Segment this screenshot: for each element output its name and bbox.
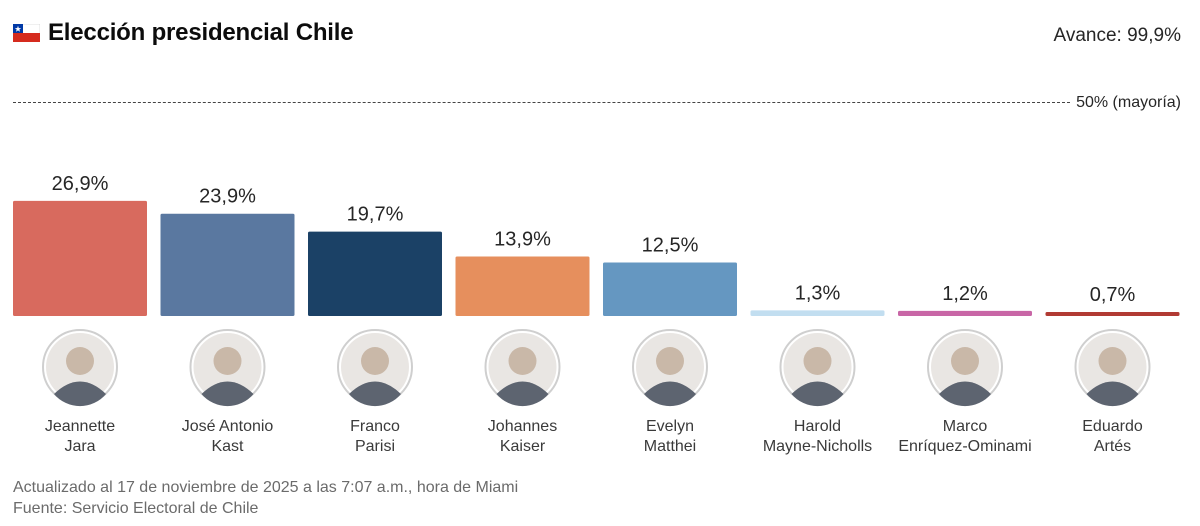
candidate-bar-group: 1,3% Harold Mayne-Nicholls [750, 282, 885, 455]
candidate-bar-group: 1,2% Marco Enríquez-Ominami [898, 283, 1032, 455]
candidate-first-name: Jeannette [45, 418, 115, 435]
candidate-last-name: Enríquez-Ominami [898, 438, 1031, 455]
candidate-bar-group: 13,9% Johannes Kaiser [455, 229, 590, 455]
bar-value-label: 23,9% [199, 186, 256, 208]
candidate-avatar [632, 329, 708, 407]
page-title: Elección presidencial Chile [48, 19, 354, 46]
candidate-avatar [42, 329, 118, 407]
candidate-avatar [779, 329, 856, 407]
bar-value-label: 0,7% [1090, 284, 1136, 306]
bar-value-label: 1,3% [795, 282, 841, 304]
bar [160, 213, 295, 316]
candidate-avatar [337, 329, 413, 407]
chile-flag-icon [13, 24, 40, 42]
candidate-bar-group: 26,9% Jeannette Jara [13, 173, 147, 455]
candidate-avatar [927, 329, 1003, 407]
candidate-avatar [484, 329, 561, 407]
candidate-last-name: Kaiser [500, 438, 546, 455]
bar-value-label: 26,9% [52, 173, 109, 195]
bar-value-label: 19,7% [347, 204, 404, 226]
chart-footer: Actualizado al 17 de noviembre de 2025 a… [13, 477, 518, 519]
candidate-bar-group: 12,5% Evelyn Matthei [603, 235, 737, 455]
candidate-first-name: José Antonio [182, 418, 274, 435]
source-note: Fuente: Servicio Electoral de Chile [13, 500, 259, 517]
bar [603, 262, 737, 316]
bar-value-label: 13,9% [494, 229, 551, 251]
candidate-avatar [189, 329, 266, 407]
chart-header: Elección presidencial Chile Avance: 99,9… [13, 18, 1181, 50]
bar-value-label: 12,5% [642, 235, 699, 257]
candidate-first-name: Franco [350, 418, 400, 435]
candidate-first-name: Eduardo [1082, 418, 1143, 435]
bar [308, 231, 442, 316]
bar [750, 310, 885, 316]
bar [13, 200, 147, 316]
progress-indicator: Avance: 99,9% [1053, 25, 1181, 46]
majority-reference-line [13, 102, 1070, 103]
candidate-bar-group: 23,9% José Antonio Kast [160, 186, 295, 455]
bar [455, 256, 590, 316]
updated-note: Actualizado al 17 de noviembre de 2025 a… [13, 479, 519, 496]
candidate-first-name: Harold [794, 418, 841, 435]
candidate-last-name: Jara [64, 438, 95, 455]
candidate-last-name: Artés [1094, 438, 1131, 455]
candidate-last-name: Kast [211, 438, 244, 455]
bar [898, 310, 1032, 316]
bar [1045, 312, 1180, 316]
candidate-first-name: Evelyn [646, 418, 694, 435]
candidate-bar-group: 0,7% Eduardo Artés [1045, 284, 1180, 455]
candidate-first-name: Johannes [488, 418, 557, 435]
candidate-last-name: Mayne-Nicholls [763, 438, 872, 455]
majority-label: 50% (mayoría) [1076, 94, 1181, 111]
candidate-first-name: Marco [943, 418, 988, 435]
candidate-avatar [1074, 329, 1151, 407]
bar-value-label: 1,2% [942, 283, 988, 305]
candidate-last-name: Matthei [644, 438, 696, 455]
candidate-last-name: Parisi [355, 438, 395, 455]
candidate-bar-group: 19,7% Franco Parisi [308, 204, 442, 455]
